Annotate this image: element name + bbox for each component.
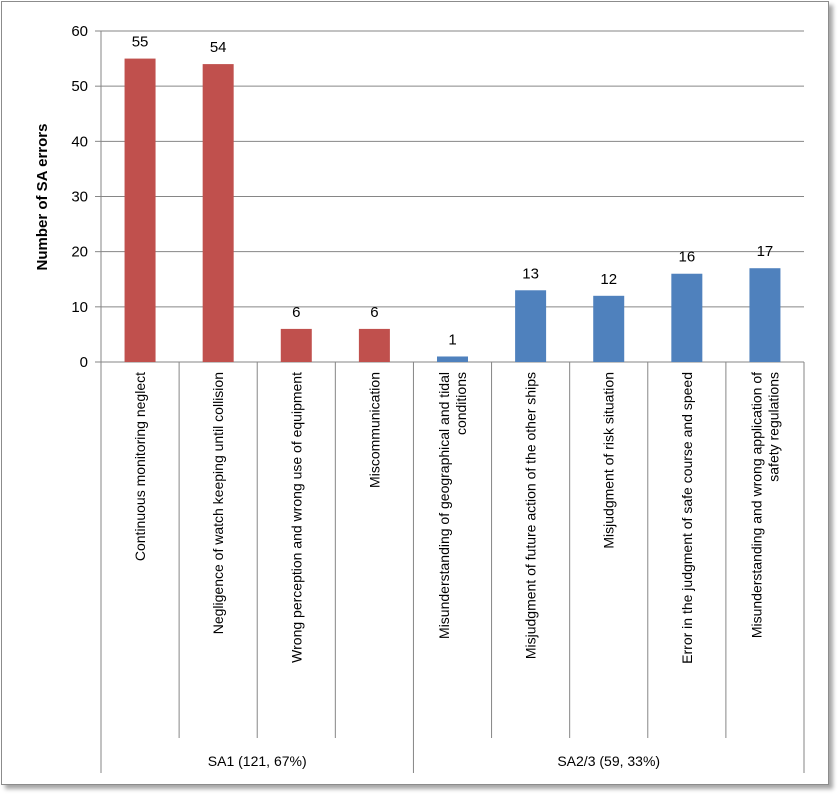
category-label: Negligence of watch keeping until collis… — [210, 372, 226, 634]
data-label: 1 — [448, 331, 456, 348]
y-tick-label: 30 — [71, 189, 88, 206]
category-label: Misunderstanding and wrong application o… — [748, 372, 781, 638]
data-label: 17 — [757, 243, 774, 260]
data-label: 6 — [370, 304, 378, 321]
bar — [280, 328, 312, 362]
category-label: Continuous monitoring neglect — [132, 372, 148, 561]
y-tick-label: 0 — [80, 354, 88, 371]
bar — [749, 268, 781, 362]
data-label: 12 — [600, 271, 617, 288]
data-label: 6 — [292, 304, 300, 321]
y-tick-label: 60 — [71, 23, 88, 40]
y-tick-label: 50 — [71, 78, 88, 95]
bar — [202, 64, 234, 362]
category-label: Miscommunication — [366, 372, 382, 488]
category-label: Wrong perception and wrong use of equipm… — [288, 372, 304, 663]
labels: 0 10 20 30 40 50 60 55 Continuous monitoring neg… — [71, 23, 781, 769]
bar — [437, 356, 468, 362]
data-label: 55 — [132, 34, 149, 51]
bar — [358, 328, 390, 362]
y-tick-label: 10 — [71, 299, 88, 316]
category-label: Misjudgment of future action of the othe… — [523, 372, 539, 659]
y-tick-label: 20 — [71, 244, 88, 261]
bar — [671, 273, 703, 362]
category-label: Misunderstanding of geographical and tid… — [436, 372, 469, 639]
bars — [124, 58, 781, 362]
bar — [593, 295, 625, 362]
category-label: Error in the judgment of safe course and… — [679, 372, 695, 664]
y-axis-label: Number of SA errors — [34, 124, 51, 271]
y-tick-label: 40 — [71, 133, 88, 150]
data-label: 16 — [678, 249, 695, 266]
group-label: SA2/3 (59, 33%) — [557, 753, 660, 769]
bar — [515, 290, 547, 362]
bar — [124, 58, 156, 362]
group-label: SA1 (121, 67%) — [208, 753, 307, 769]
data-label: 13 — [522, 265, 539, 282]
category-label: Misjudgment of risk situation — [601, 372, 617, 549]
data-label: 54 — [210, 39, 227, 56]
